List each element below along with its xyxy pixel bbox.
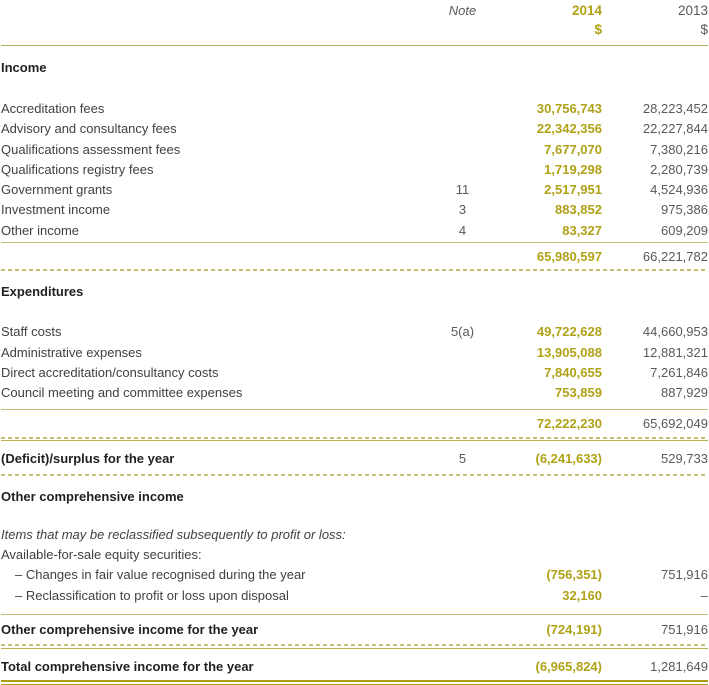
year-2013-column-header: 2013 [677,3,708,18]
other-comprehensive-rows: – Changes in fair value recognised durin… [1,565,708,606]
currency-header-row: $ $ [1,22,708,38]
total-2014-cell: (724,191) [546,621,602,637]
value-2014-cell: 7,840,655 [544,364,602,380]
table-row: Advisory and consultancy fees 22,342,356… [1,119,708,139]
value-2013-cell: 12,881,321 [642,344,708,360]
row-label: Council meeting and committee expenses [1,385,243,401]
value-2014-cell: (756,351) [546,567,602,583]
value-2014-cell: 753,859 [555,385,602,401]
value-2014-cell: 30,756,743 [536,101,602,116]
statement-of-comprehensive-income-page: Note 2014 2013 $ $ Income Accreditation … [0,3,709,685]
value-2014-cell: 1,719,298 [544,161,602,177]
table-row: – Reclassification to profit or loss upo… [1,586,708,606]
expenditure-total-bottom-rule [1,436,708,442]
value-2013-cell: 7,380,216 [650,141,708,157]
value-2013-cell: 2,280,739 [650,161,708,177]
currency-2013-header: $ [700,22,708,37]
row-label: Government grants [1,182,113,198]
row-label: Qualifications assessment fees [1,141,181,157]
note-cell: 5 [458,451,467,467]
note-cell: 11 [455,182,470,198]
available-for-sale-subheading: Available-for-sale equity securities: [1,546,202,562]
income-total-row: 65,980,597 66,221,782 [1,243,708,267]
value-2013-cell: 7,261,846 [650,364,708,380]
section-heading-other-comprehensive-income: Other comprehensive income [1,488,184,504]
table-row: Qualifications assessment fees 7,677,070… [1,140,708,160]
section-heading-income: Income [1,60,47,75]
row-label: Accreditation fees [1,101,105,116]
deficit-surplus-bottom-rule [1,473,708,476]
row-label: Investment income [1,202,111,218]
income-total-top-rule [1,242,708,244]
row-label: Administrative expenses [1,344,142,360]
note-cell: 4 [458,222,467,238]
table-row: – Changes in fair value recognised durin… [1,565,708,585]
row-label: Advisory and consultancy fees [1,121,177,137]
total-2013-cell: 1,281,649 [650,658,708,674]
oci-total-top-rule [1,613,708,615]
value-2013-cell: 529,733 [661,451,708,467]
total-2013-cell: 66,221,782 [642,249,708,265]
reclassification-note: Items that may be reclassified subsequen… [1,526,346,542]
value-2013-cell: 22,227,844 [642,121,708,137]
value-2014-cell: 13,905,088 [536,344,602,360]
table-row: Direct accreditation/consultancy costs 7… [1,363,708,383]
note-cell: 3 [458,202,467,218]
year-2014-column-header: 2014 [571,3,602,18]
expenditure-total-top-rule [1,408,708,410]
value-2014-cell: 32,160 [562,587,602,603]
total-2014-cell: 72,222,230 [536,415,602,431]
table-row: Administrative expenses 13,905,088 12,88… [1,343,708,363]
header-rule [1,45,708,46]
table-row: Government grants 11 2,517,951 4,524,936 [1,180,708,200]
section-heading-expenditures: Expenditures [1,284,84,300]
row-label: Direct accreditation/consultancy costs [1,364,219,380]
column-header-row: Note 2014 2013 [1,3,708,19]
value-2014-cell: 83,327 [562,222,602,238]
row-label: Staff costs [1,324,62,340]
total-comprehensive-row: Total comprehensive income for the year … [1,657,708,677]
total-2013-cell: 751,916 [661,621,708,637]
oci-total-row: Other comprehensive income for the year … [1,615,708,640]
table-row: Qualifications registry fees 1,719,298 2… [1,160,708,180]
value-2014-cell: 49,722,628 [536,324,602,340]
value-2014-cell: 883,852 [555,202,602,218]
value-2013-cell: – [700,587,708,603]
expenditure-total-row: 72,222,230 65,692,049 [1,410,708,434]
value-2014-cell: (6,241,633) [535,451,603,467]
value-2014-cell: 2,517,951 [544,182,602,198]
value-2013-cell: 44,660,953 [642,324,708,340]
income-rows: Accreditation fees 30,756,743 28,223,452… [1,99,708,241]
table-row: Council meeting and committee expenses 7… [1,383,708,403]
expenditure-rows: Staff costs 5(a) 49,722,628 44,660,953 A… [1,322,708,403]
value-2014-cell: 7,677,070 [544,141,602,157]
row-label: Other income [1,222,80,238]
value-2013-cell: 887,929 [661,385,708,401]
currency-2014-header: $ [594,22,602,37]
value-2013-cell: 609,209 [661,222,708,238]
row-label: Total comprehensive income for the year [1,658,254,674]
deficit-surplus-row: (Deficit)/surplus for the year 5 (6,241,… [1,449,708,469]
row-label: – Changes in fair value recognised durin… [15,567,306,583]
total-2014-cell: 65,980,597 [536,249,602,265]
note-cell: 5(a) [450,324,475,340]
note-column-header: Note [448,3,477,18]
table-row: Other income 4 83,327 609,209 [1,221,708,241]
table-row: Investment income 3 883,852 975,386 [1,200,708,220]
row-label: (Deficit)/surplus for the year [1,451,175,467]
oci-total-bottom-rule [1,644,708,649]
row-label: Other comprehensive income for the year [1,621,259,637]
value-2013-cell: 28,223,452 [642,101,708,116]
income-total-bottom-rule [1,269,708,272]
value-2014-cell: 22,342,356 [536,121,602,137]
table-row: Staff costs 5(a) 49,722,628 44,660,953 [1,322,708,342]
row-label: – Reclassification to profit or loss upo… [15,587,289,603]
table-row: Accreditation fees 30,756,743 28,223,452 [1,99,708,119]
value-2013-cell: 4,524,936 [650,182,708,198]
value-2013-cell: 751,916 [661,567,708,583]
total-2013-cell: 65,692,049 [642,415,708,431]
value-2013-cell: 975,386 [661,202,708,218]
row-label: Qualifications registry fees [1,161,154,177]
total-2014-cell: (6,965,824) [535,658,603,674]
